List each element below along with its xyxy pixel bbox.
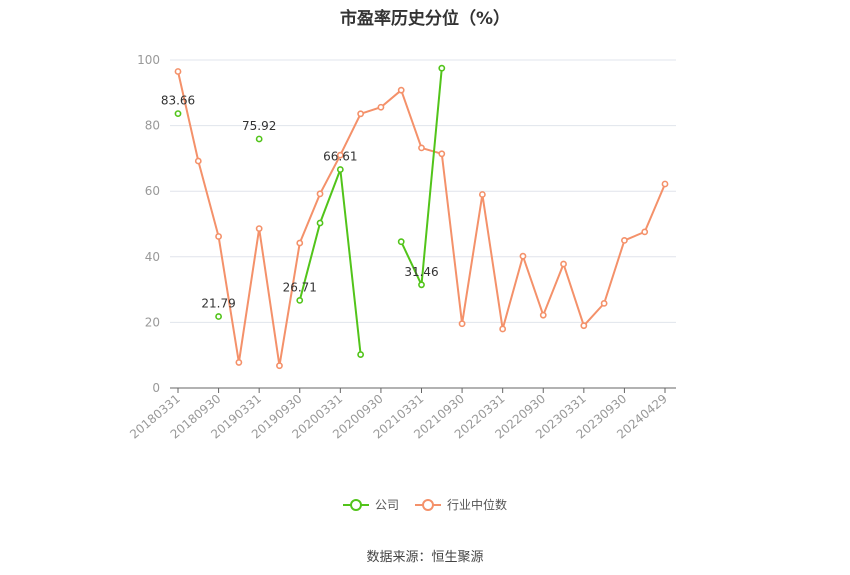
series-line [298,168,362,355]
data-point [438,150,446,158]
data-point [661,180,669,188]
data-point [174,68,182,75]
series [174,64,669,370]
axes: 0204060801002018033120180930201903312019… [127,53,676,442]
legend[interactable]: 公司 行业中位数 [0,496,850,513]
series-line [400,68,443,286]
data-point [458,320,466,328]
grid-lines [170,59,676,323]
data-point [560,260,567,268]
legend-item-company[interactable]: 公司 [342,496,399,513]
data-label: 21.79 [201,297,235,311]
data-point [641,228,649,236]
y-tick-label: 80 [145,119,160,133]
data-point [215,233,222,240]
data-label: 26.71 [283,280,317,294]
legend-industry-marker-icon [415,498,441,511]
data-point [255,135,263,143]
data-point [519,252,527,260]
data-label: 31.46 [404,265,438,279]
data-point [397,238,405,246]
y-tick-label: 0 [152,381,160,395]
legend-industry-label: 行业中位数 [447,498,508,512]
y-tick-label: 60 [145,184,160,198]
data-point [296,239,304,247]
y-tick-label: 20 [145,315,160,329]
data-labels: 83.66 21.79 75.92 26.71 66.61 31.46 [161,94,439,311]
data-point [215,313,222,320]
series-company [174,64,446,358]
data-point [418,281,425,289]
data-point [418,144,425,152]
data-point [600,299,608,307]
series-line [177,71,666,367]
data-point [478,191,486,198]
data-point [438,64,446,72]
chart-title: 市盈率历史分位（%） [339,9,511,29]
data-label: 83.66 [161,94,195,108]
data-point [174,110,182,117]
data-point [336,151,344,159]
data-point [194,157,202,165]
data-point [580,322,588,330]
data-point [499,325,507,333]
data-label: 66.61 [323,150,357,164]
y-tick-label: 100 [137,53,160,67]
data-point [397,86,405,94]
data-point [316,219,324,227]
y-tick-label: 40 [145,250,160,264]
data-point [255,225,263,232]
legend-item-industry-median[interactable]: 行业中位数 [415,496,507,513]
data-label: 75.92 [242,119,276,133]
data-point [316,190,324,198]
data-point [377,103,385,111]
data-point [276,362,283,370]
data-point [357,351,365,358]
data-point [357,110,365,118]
data-point [296,296,304,304]
series-industry-median [174,68,669,370]
data-point [621,236,628,244]
data-point [539,311,547,319]
legend-company-label: 公司 [374,498,399,512]
data-source: 数据来源：恒生聚源 [366,550,484,565]
data-point [336,166,344,173]
legend-company-marker-icon [342,498,369,511]
data-point [235,359,243,366]
